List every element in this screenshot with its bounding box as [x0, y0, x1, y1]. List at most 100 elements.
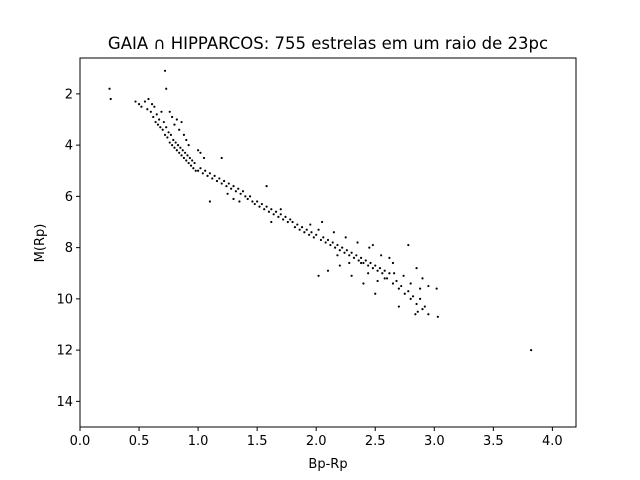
x-tick-label: 2.0: [306, 434, 327, 449]
data-point: [286, 220, 289, 224]
y-tick-label: 8: [65, 241, 73, 256]
data-point: [279, 213, 282, 216]
data-point: [338, 264, 341, 267]
data-point: [181, 149, 184, 152]
data-point: [237, 187, 240, 190]
data-point: [238, 200, 241, 203]
data-point: [258, 205, 261, 208]
data-point: [158, 118, 161, 121]
data-point: [317, 228, 320, 231]
data-point: [329, 243, 332, 247]
data-point: [303, 231, 306, 234]
data-point: [201, 172, 204, 175]
data-point: [388, 272, 391, 275]
data-point: [409, 297, 412, 300]
data-point: [336, 254, 339, 257]
x-tick-label: 3.0: [424, 434, 445, 449]
data-point: [381, 272, 384, 275]
data-point: [344, 236, 347, 239]
data-point: [305, 228, 308, 231]
data-point: [415, 302, 418, 306]
data-point: [376, 279, 379, 283]
data-point: [175, 118, 178, 121]
data-point: [421, 277, 424, 280]
data-point: [291, 220, 294, 224]
data-point: [397, 287, 400, 290]
data-point: [174, 141, 177, 144]
data-point: [423, 305, 426, 308]
data-point: [187, 161, 190, 165]
data-point: [230, 187, 233, 190]
data-point: [374, 292, 377, 295]
data-point: [324, 241, 327, 244]
data-point: [407, 243, 410, 247]
data-point: [208, 200, 211, 203]
x-tick-label: 1.0: [188, 434, 209, 449]
data-point: [191, 159, 194, 162]
data-point: [194, 169, 197, 172]
data-point: [326, 238, 330, 242]
data-point: [407, 290, 410, 293]
data-point: [140, 105, 143, 108]
data-point: [369, 261, 372, 265]
data-point: [185, 138, 188, 142]
data-point: [371, 267, 374, 270]
data-point: [186, 154, 189, 157]
data-point: [182, 156, 186, 160]
chart-title: GAIA ∩ HIPPARCOS: 755 estrelas em um rai…: [108, 34, 548, 53]
data-point: [341, 246, 344, 249]
data-point: [137, 103, 141, 106]
data-point: [359, 261, 363, 265]
data-point: [315, 233, 318, 236]
data-point: [357, 259, 360, 262]
data-point: [171, 115, 174, 119]
data-point: [211, 177, 214, 180]
data-point: [397, 305, 400, 308]
data-point: [380, 254, 383, 257]
data-point: [326, 269, 330, 272]
data-point: [239, 192, 242, 195]
data-point: [189, 164, 193, 167]
data-point: [383, 277, 386, 280]
y-tick-label: 4: [65, 139, 73, 154]
data-point: [322, 236, 325, 239]
data-point: [162, 120, 165, 124]
data-point: [395, 279, 398, 283]
data-point: [364, 259, 367, 262]
data-point: [374, 264, 377, 267]
data-point: [298, 228, 301, 231]
data-point: [108, 87, 111, 90]
data-point: [319, 238, 323, 242]
y-axis-ticks: 2 4 6 8 10 12 14: [56, 87, 80, 410]
data-point: [251, 200, 254, 203]
data-point: [232, 185, 235, 188]
data-point: [168, 110, 171, 113]
data-point: [204, 169, 207, 172]
x-tick-label: 1.5: [247, 434, 268, 449]
data-point: [134, 100, 137, 103]
data-point: [206, 174, 209, 177]
data-point: [176, 144, 180, 147]
data-point: [376, 269, 379, 272]
data-point: [312, 236, 315, 239]
data-point: [279, 208, 282, 211]
data-point: [222, 179, 226, 183]
data-point: [154, 120, 157, 124]
data-point: [436, 315, 439, 318]
data-point: [435, 287, 438, 290]
data-point: [202, 156, 206, 160]
data-point: [265, 185, 268, 188]
x-tick-label: 3.5: [483, 434, 504, 449]
data-point: [333, 246, 337, 249]
data-point: [274, 210, 278, 213]
data-point: [388, 256, 391, 259]
data-point: [267, 210, 271, 213]
data-point: [427, 313, 430, 316]
data-point: [270, 208, 273, 211]
data-point: [187, 144, 190, 147]
data-point: [411, 295, 415, 298]
data-point: [192, 167, 195, 170]
x-tick-label: 4.0: [542, 434, 563, 449]
